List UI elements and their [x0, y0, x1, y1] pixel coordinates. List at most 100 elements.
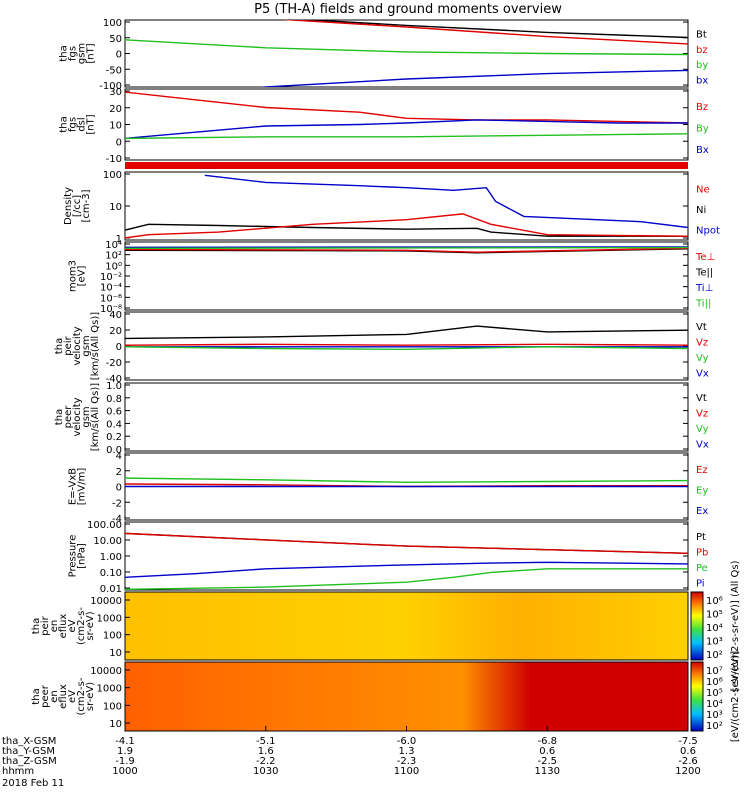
legend-entry: Ne	[696, 184, 710, 195]
y-axis-label-line: (cm2-s-	[76, 607, 87, 645]
y-axis-label-line: mom3	[68, 260, 79, 292]
panel-frame	[124, 591, 689, 661]
y-axis-label-line: [/cc]	[72, 195, 83, 217]
legend-entry: Vx	[696, 439, 709, 450]
y-tick-label: 100.00	[87, 520, 122, 531]
y-tick-label: 1000	[97, 613, 122, 624]
series-line-Pb	[125, 532, 688, 554]
legend-entry: By	[696, 124, 709, 135]
legend-entry: by	[696, 60, 708, 71]
legend-entry: Pi	[696, 578, 705, 589]
y-tick-label: 20	[109, 104, 122, 115]
y-tick-label: -2	[112, 498, 122, 509]
legend-entry: Vt	[696, 322, 707, 333]
series-line-Vt	[125, 325, 688, 340]
y-axis-label-line: [nT]	[86, 43, 97, 63]
y-axis-label-line: dsl	[77, 117, 88, 131]
y-axis-label-line: [eV]	[77, 266, 88, 287]
legend-entry: Te⊥	[695, 252, 715, 263]
series-line-Vy	[125, 346, 688, 351]
ephemeris-value: 1100	[394, 766, 419, 777]
y-tick-label: 1	[116, 234, 122, 245]
y-axis-label-line: en	[49, 620, 60, 633]
y-tick-label: 10	[109, 719, 122, 730]
series-line-Ni	[125, 223, 688, 237]
series-line-Te⊥	[125, 247, 688, 253]
colorbar-tick: 10⁷	[706, 666, 723, 677]
y-tick-label: -50	[106, 65, 122, 76]
series-group	[125, 532, 688, 590]
y-tick-label: -40	[106, 374, 122, 385]
legend-entry: Bx	[696, 145, 709, 156]
panel-3: 100 10 1 Density[/cc][cm-3] Ne Ni Npot	[63, 170, 720, 245]
series-line-Bz	[125, 91, 688, 124]
y-axis-label-line: tha	[31, 618, 42, 634]
y-tick-label: 1.00	[100, 552, 122, 563]
y-axis-label-line: velocity	[72, 397, 83, 436]
y-axis-label: Density[/cc][cm-3]	[63, 187, 92, 225]
colorbar-tick: 10⁵	[706, 610, 723, 621]
spectrogram-image	[125, 592, 688, 660]
legend-entry: Pb	[696, 547, 708, 558]
legend-entry: Pt	[696, 532, 706, 543]
y-tick-label: 30	[109, 87, 122, 98]
y-tick-label: 0	[116, 137, 122, 148]
series-group	[125, 91, 688, 140]
colorbar-tick: 10⁵	[706, 688, 723, 699]
series-group	[125, 246, 688, 254]
legend-entry: bz	[696, 45, 708, 56]
y-tick-label: 100	[103, 631, 122, 642]
legend-entry: Ey	[696, 486, 708, 497]
colorbar-label: [eV/(cm2-s-sr-eV)] (All Qs)	[730, 560, 741, 691]
y-tick-label: -10	[106, 154, 122, 165]
y-axis-label: E=-VxB[mV/m]	[68, 468, 88, 506]
y-tick-label: 0	[116, 483, 122, 494]
y-tick-label: 0.8	[106, 394, 122, 405]
y-tick-label: 100	[103, 170, 122, 181]
legend-entry: Vz	[696, 337, 708, 348]
y-axis-label-line: [nT]	[86, 114, 97, 134]
colorbar-tick: 10³	[706, 637, 723, 648]
colorbar-scale	[690, 591, 704, 661]
legend-entry: Ti||	[695, 298, 711, 309]
series-line-Bt	[299, 20, 688, 39]
figure-title: P5 (TH-A) fields and ground moments over…	[254, 2, 562, 17]
ephemeris-value: 1030	[253, 766, 278, 777]
colorbar-label-text: [eV/(cm2-s-sr-eV)]	[730, 651, 741, 742]
ephemeris-row-label: tha_X-GSM	[2, 736, 56, 747]
series-line-bz	[280, 20, 688, 45]
series-line-Npot	[204, 174, 688, 229]
legend-entry: Ni	[696, 205, 706, 216]
series-group	[125, 20, 688, 87]
y-axis-label-line: eflux	[58, 684, 69, 709]
y-tick-label: 10⁻⁶	[100, 293, 122, 304]
y-axis-label-line: eV	[67, 619, 78, 632]
colorbar-tick: 10⁶	[706, 677, 723, 688]
panel-6: 1.0 0.8 0.60.4 0.2 0.0 thapeervelocitygsm[km/…	[54, 381, 709, 456]
legend-entry: Ez	[696, 465, 708, 476]
legend-entry: Ti⊥	[695, 283, 713, 294]
ephemeris-value: 1000	[112, 766, 137, 777]
y-axis-label-line: peir	[63, 335, 74, 355]
series-line-By	[125, 133, 688, 140]
y-tick-label: -20	[106, 358, 122, 369]
y-axis-label-line: [nPa]	[77, 543, 88, 569]
spectrogram-image	[125, 662, 688, 731]
y-tick-label: 10⁻⁴	[100, 283, 122, 294]
series-line-Ti||	[125, 246, 688, 250]
legend-entry: Pe	[696, 563, 708, 574]
legend-entry: Npot	[696, 226, 720, 237]
y-tick-label: 40	[109, 310, 122, 321]
colorbar-tick: 10³	[706, 710, 723, 721]
y-axis-label-line: fgs	[68, 46, 79, 61]
series-line-Pi	[125, 561, 688, 578]
y-tick-label: 10000	[90, 596, 122, 607]
